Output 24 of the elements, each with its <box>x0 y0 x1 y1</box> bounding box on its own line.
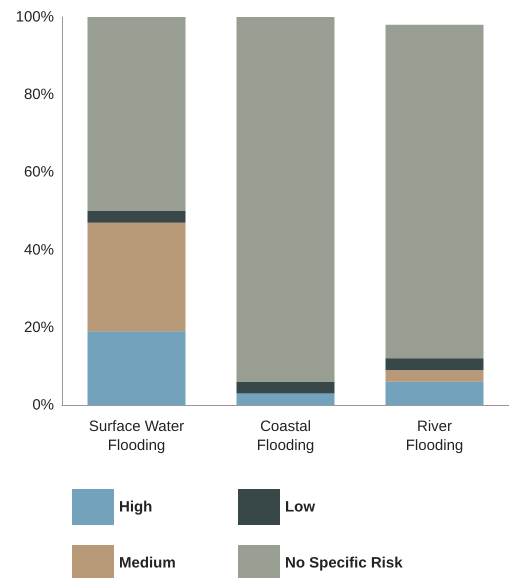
bar <box>236 382 334 394</box>
legend-label: No Specific Risk <box>285 554 404 572</box>
bar <box>236 17 334 382</box>
bar <box>386 382 484 405</box>
y-tick-label: 0% <box>32 396 54 414</box>
legend-label: Medium <box>119 554 176 572</box>
y-tick-label: 60% <box>24 164 54 181</box>
x-tick-label: Coastal Flooding <box>256 418 314 454</box>
bar <box>386 24 484 358</box>
bar <box>88 17 186 211</box>
bar <box>386 358 484 370</box>
y-tick-label: 80% <box>24 86 54 104</box>
y-tick-label: 100% <box>16 8 54 26</box>
legend-label: High <box>119 498 152 516</box>
y-tick-label: 40% <box>24 241 54 258</box>
bar <box>88 211 186 223</box>
legend-label: Low <box>285 498 316 516</box>
y-tick-label: 20% <box>24 318 54 336</box>
x-tick-label: River Flooding <box>406 418 464 454</box>
bar <box>88 222 186 332</box>
x-tick-label: Surface Water Flooding <box>88 418 184 454</box>
bar <box>386 370 484 382</box>
bar <box>88 331 186 405</box>
bar <box>236 393 334 405</box>
